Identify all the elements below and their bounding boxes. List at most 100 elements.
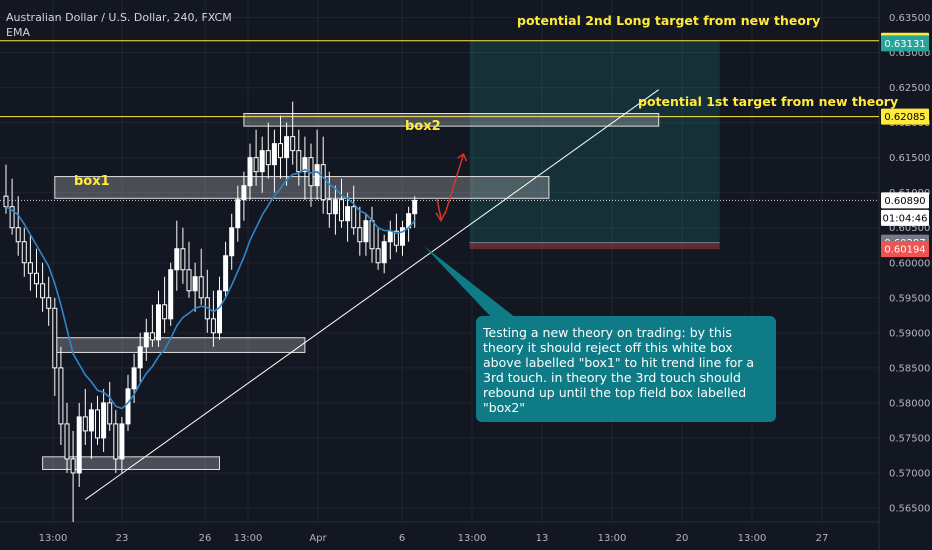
candle-body [326,199,332,215]
arrow-down-shaft [436,198,442,219]
candle-body [34,272,39,285]
candle-body [223,255,229,292]
arrow-down-head [435,212,446,223]
candle-body [265,150,271,166]
candle-body [387,230,393,243]
price-label-tag [881,241,929,258]
x-tick-label: 23 [116,533,129,544]
candle-body [381,241,387,264]
indicator-label: EMA [6,26,30,39]
candle-body [143,332,149,348]
callout-pointer [424,246,516,318]
x-tick-label: 13:00 [598,533,627,544]
candle-body [363,220,369,243]
position-stop-zone [469,242,720,250]
symbol-title: Australian Dollar / U.S. Dollar, 240, FX… [6,11,232,24]
x-tick-label: 6 [399,533,405,544]
candle-body [393,230,399,246]
price-label-tag [881,108,929,125]
candle-body [58,367,64,425]
candle-body [107,402,113,425]
arrow-up-head [457,153,468,162]
candle-body [412,199,418,215]
y-tick-label: 0.62500 [889,83,930,94]
y-tick-label: 0.56500 [889,503,930,514]
y-tick-label: 0.57500 [889,433,930,444]
candle-body [247,157,253,187]
candle-body [320,164,326,201]
price-label-text: 0.63131 [884,39,925,50]
candle-body [339,199,344,222]
x-tick-label: 13:00 [39,533,68,544]
zone-mid-box [54,337,306,353]
y-tick-label: 0.63000 [889,48,930,59]
candle-body [400,227,405,246]
candle-body [15,227,21,243]
x-tick-label: 13 [536,533,549,544]
y-tick-label: 0.57000 [889,468,930,479]
candle-body [27,262,33,274]
y-tick-label: 0.61500 [889,153,930,164]
candle-body [119,423,125,460]
candle-body [192,276,198,292]
box1-label: box1 [74,174,110,189]
box2-label: box2 [405,119,441,134]
y-tick-label: 0.58500 [889,363,930,374]
candle-body [168,269,174,320]
candle-body [82,416,88,432]
candle-body [253,157,259,173]
candle-body [296,150,302,173]
candle-body [375,248,381,264]
candle-body [46,297,52,309]
price-label-text: 01:04:46 [883,213,928,224]
candle-body [162,304,168,320]
idea-callout: Testing a new theory on trading: by this… [476,316,776,422]
y-tick-label: 0.60000 [889,258,930,269]
candle-body [113,423,119,460]
y-tick-label: 0.59500 [889,293,930,304]
candle-body [88,409,94,432]
y-tick-label: 0.59000 [889,328,930,339]
y-tick-label: 0.63500 [889,13,930,24]
candle-body [229,227,235,257]
candle-body [314,164,320,187]
x-tick-label: 13:00 [738,533,767,544]
box2-box [243,113,660,127]
candle-body [284,136,290,159]
candle-body [40,283,46,299]
y-tick-label: 0.60500 [889,223,930,234]
candle-body [174,248,180,271]
candle-body [137,346,143,369]
candle-body [217,290,222,334]
target2-note: potential 2nd Long target from new theor… [517,13,821,28]
zone-low-box [42,456,220,470]
candle-body [76,416,82,474]
ema-line [5,168,416,410]
candle-body [290,136,296,152]
candle-body [9,206,15,229]
candle-body [21,241,27,264]
price-label-text: 0.62085 [884,112,925,123]
arrow-up-shaft [444,153,465,214]
candle-body [210,318,216,334]
candle-body [259,150,265,173]
candle-body [180,248,186,271]
trend-line [85,89,659,500]
candle-body [52,307,58,369]
price-label-tag [881,209,929,226]
candle-body [198,276,204,299]
price-label-text: 0.60890 [884,196,925,207]
target1-note: potential 1st target from new theory [638,94,899,109]
position-target-zone [469,40,720,243]
price-label-text: 0.60194 [884,245,925,256]
candle-body [302,157,308,173]
candle-body [332,199,338,215]
candle-body [149,332,155,341]
candle-body [235,199,241,229]
x-tick-label: 13:00 [234,533,263,544]
candle-body [351,206,357,229]
price-label-tag [881,35,929,52]
candle-body [357,227,363,243]
